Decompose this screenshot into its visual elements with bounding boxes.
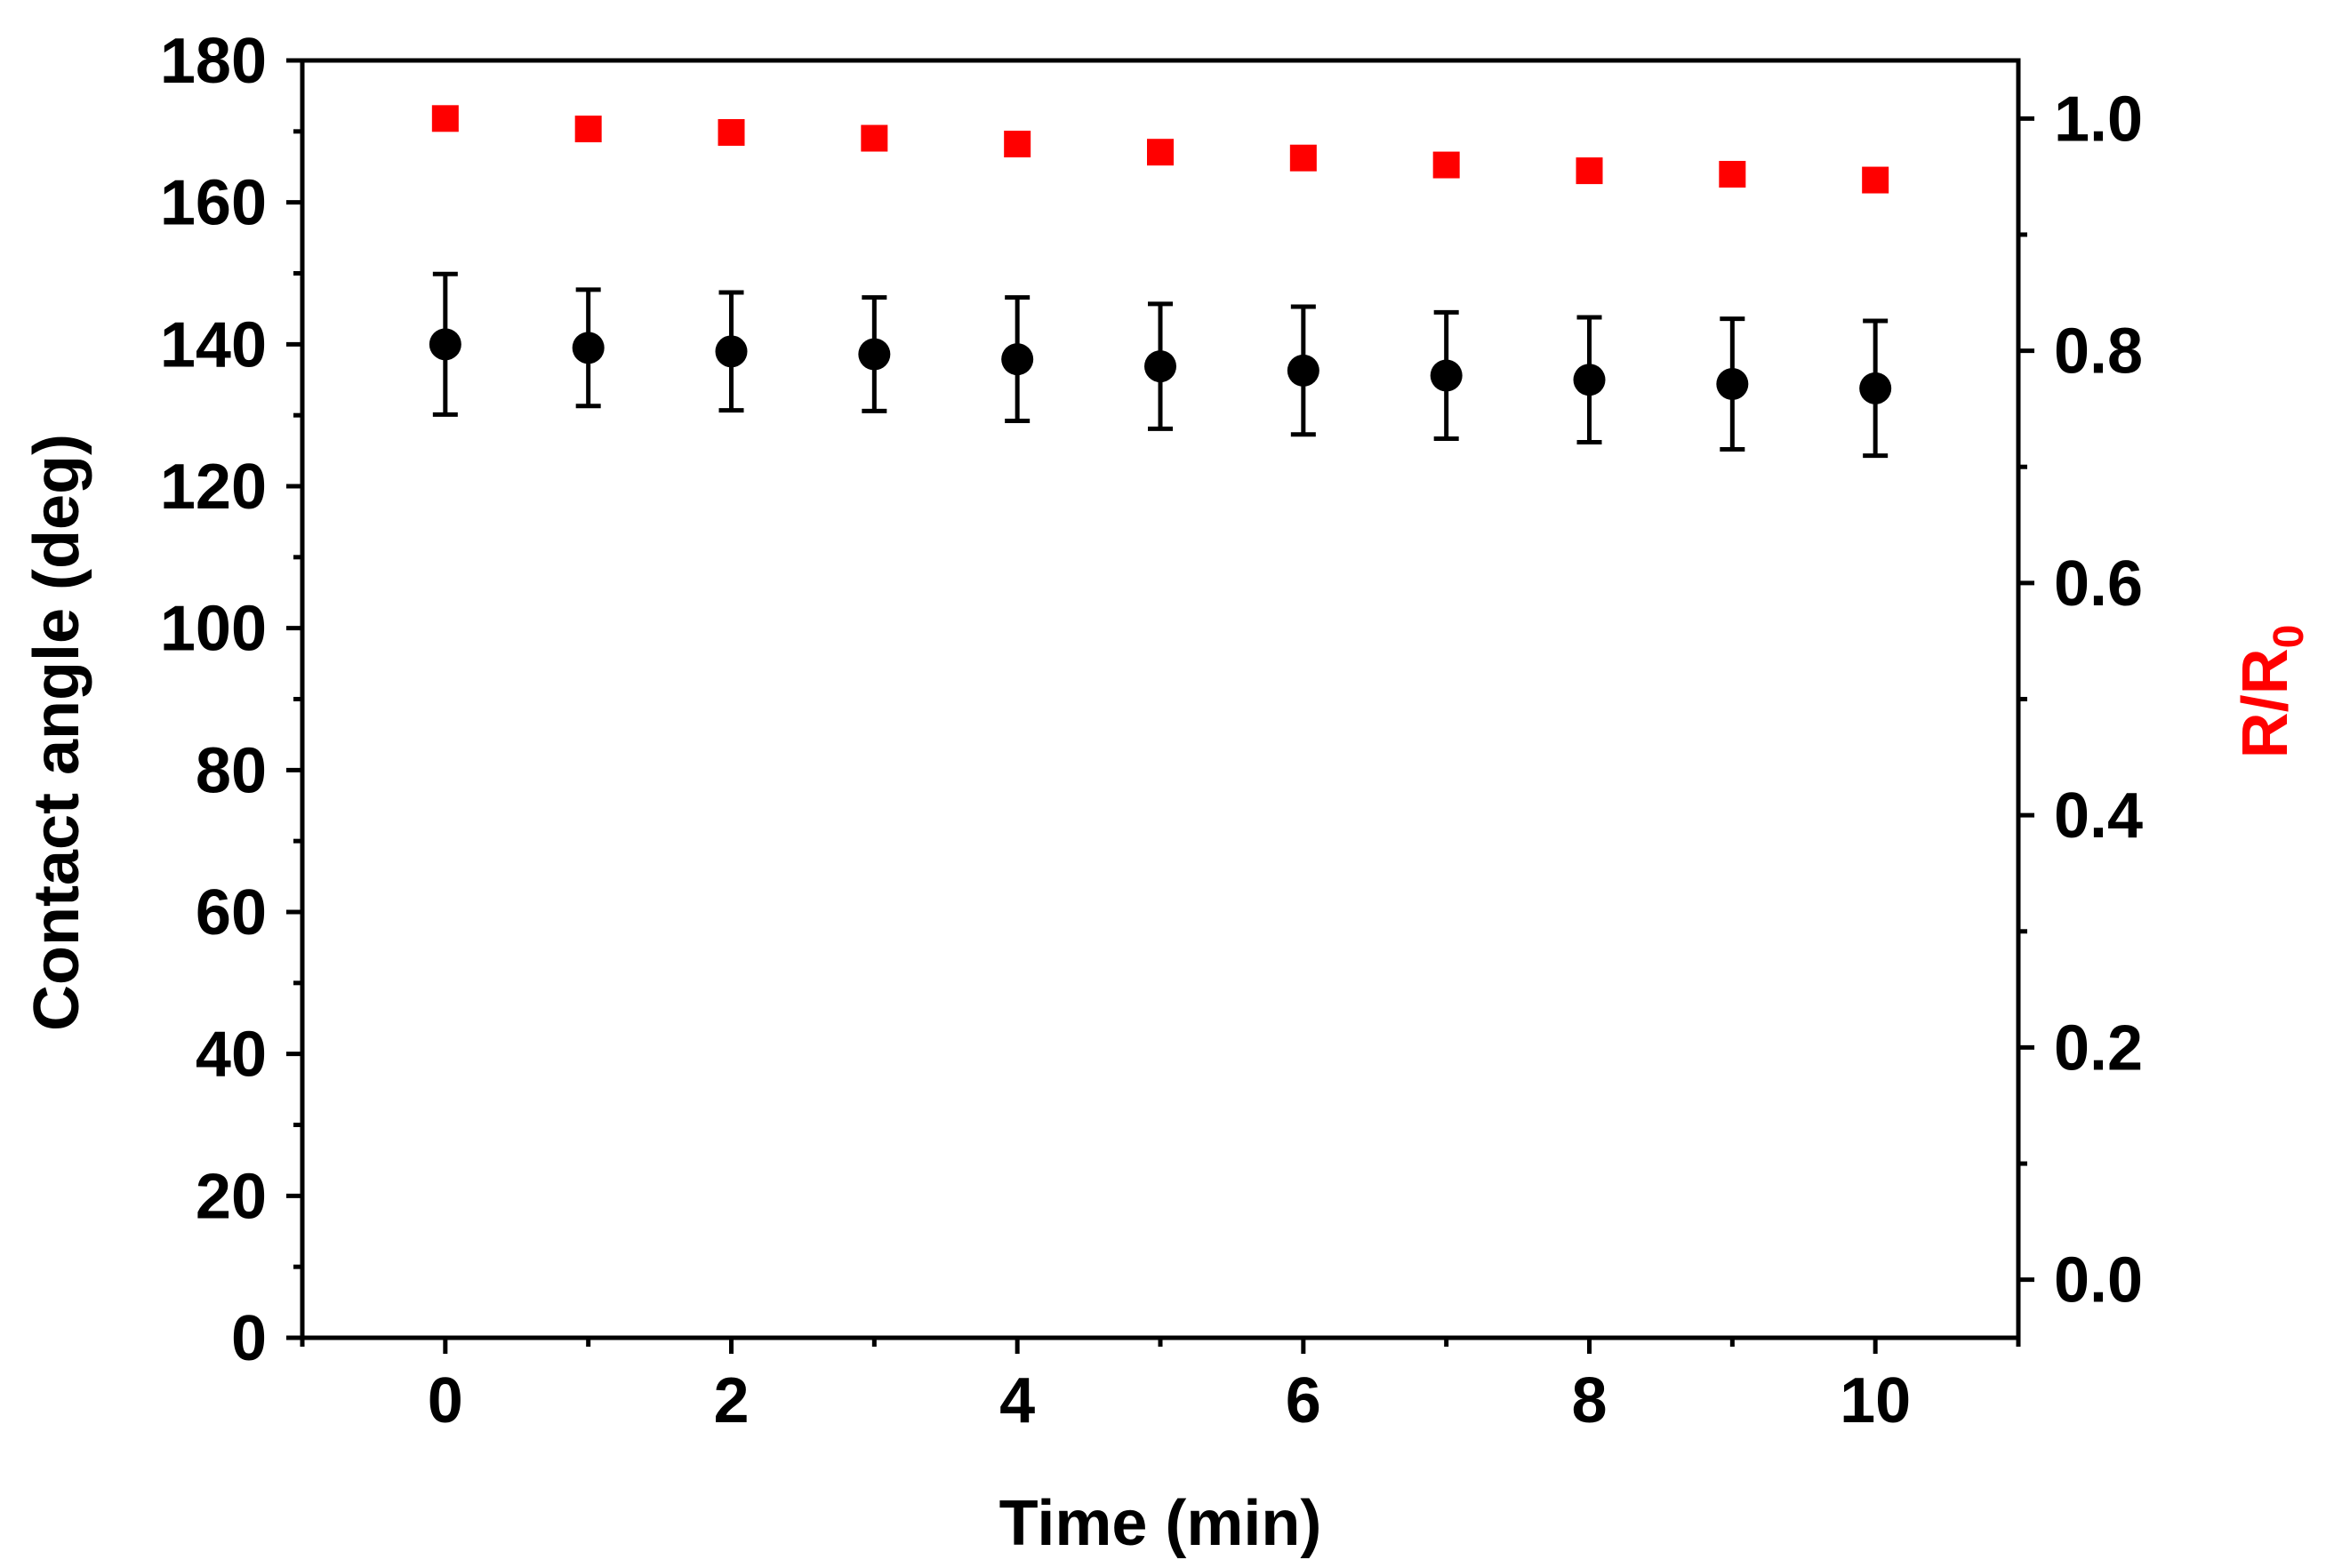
y-tick-label: 20 (196, 1161, 267, 1232)
x-tick-label: 0 (428, 1365, 463, 1436)
data-point-circle (858, 338, 891, 371)
data-point-circle (1573, 364, 1606, 396)
series-r-ratio (431, 105, 1889, 194)
y2-axis-label: R/R0 (2230, 625, 2313, 759)
y-tick-label: 180 (160, 26, 267, 97)
data-point-circle (1430, 359, 1463, 392)
y2-tick-label: 0.2 (2054, 1012, 2143, 1084)
x-axis-label: Time (min) (999, 1488, 1322, 1559)
data-point-circle (1001, 343, 1034, 376)
data-point-square (718, 118, 745, 146)
y-axis-label: Contact angle (deg) (21, 434, 92, 1031)
y-tick-label: 60 (196, 877, 267, 948)
x-tick-label: 8 (1571, 1365, 1607, 1436)
y-tick-label: 40 (196, 1020, 267, 1091)
y-tick-label: 0 (231, 1303, 267, 1374)
x-tick-label: 10 (1840, 1365, 1911, 1436)
data-point-square (431, 105, 459, 132)
data-point-square (574, 116, 602, 143)
y-tick-label: 80 (196, 735, 267, 806)
plot-border (300, 58, 2021, 1340)
y2-tick-label: 0.4 (2054, 780, 2143, 852)
data-point-circle (1859, 372, 1892, 404)
series-layer (429, 105, 1892, 459)
data-point-square (1862, 166, 1889, 194)
y-axis-right: 0.0 0.2 0.4 0.6 0.8 1.0 (2018, 84, 2143, 1316)
data-point-square (1289, 144, 1317, 172)
plot-frame (300, 58, 2021, 1340)
y-tick-label: 160 (160, 168, 267, 239)
y2-tick-label: 0.0 (2054, 1245, 2143, 1316)
data-point-circle (715, 335, 748, 368)
data-point-circle (429, 328, 461, 361)
y2-tick-label: 0.6 (2054, 548, 2143, 620)
data-point-square (1147, 139, 1174, 166)
x-tick-label: 4 (999, 1365, 1035, 1436)
y-axis-left: 0 20 40 60 80 100 120 140 160 180 (160, 26, 302, 1374)
y-tick-label: 120 (160, 452, 267, 523)
x-axis: 0 2 4 6 8 10 (300, 1338, 2021, 1436)
data-point-circle (1716, 368, 1749, 401)
y2-tick-label: 0.8 (2054, 316, 2143, 388)
y-tick-label: 140 (160, 309, 267, 380)
y-tick-label: 100 (160, 594, 267, 665)
data-point-square (1004, 131, 1031, 158)
data-point-square (1719, 161, 1746, 188)
data-point-circle (572, 332, 605, 364)
y2-axis-label-main: R/R (2230, 648, 2301, 758)
x-tick-label: 6 (1286, 1365, 1321, 1436)
x-tick-label: 2 (713, 1365, 749, 1436)
data-point-circle (1287, 354, 1319, 387)
data-point-circle (1144, 350, 1176, 383)
data-point-square (861, 124, 888, 152)
data-point-square (1432, 151, 1460, 179)
y2-axis-label-subscript: 0 (2266, 625, 2313, 649)
series-contact-angle (429, 271, 1892, 459)
data-point-square (1576, 157, 1603, 185)
y2-tick-label: 1.0 (2054, 84, 2143, 155)
